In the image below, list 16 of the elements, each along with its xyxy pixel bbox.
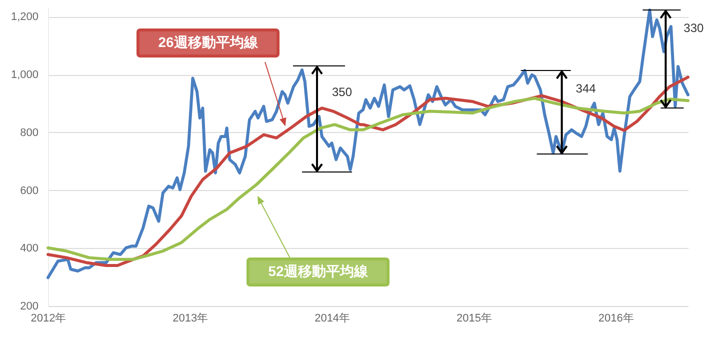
x-tick-label: 2012年 [30, 312, 66, 324]
annotation: 350 [332, 84, 352, 99]
y-tick-label: 1,200 [10, 11, 38, 24]
y-tick-label: 1,000 [10, 69, 38, 82]
y-tick-label: 600 [20, 184, 38, 197]
annotation: 330 [684, 21, 704, 36]
y-tick-label: 200 [20, 300, 38, 312]
x-tick-label: 2016年 [598, 312, 634, 324]
y-tick-label: 400 [20, 242, 38, 255]
x-tick-label: 2013年 [172, 312, 208, 324]
annotation: 344 [576, 81, 596, 96]
text: 52週移動平均線 [268, 263, 369, 279]
y-tick-label: 800 [20, 126, 38, 139]
x-tick-label: 2014年 [314, 312, 350, 324]
x-tick-label: 2015年 [456, 312, 492, 324]
text: 26週移動平均線 [158, 34, 259, 50]
